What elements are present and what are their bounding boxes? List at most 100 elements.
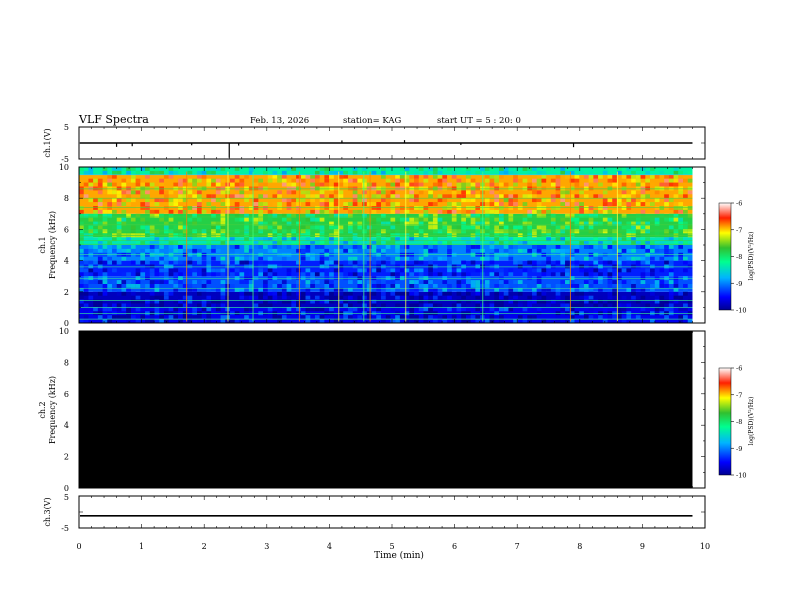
spectrogram-cell — [626, 233, 632, 238]
spectrogram-cell — [447, 186, 452, 191]
spectrogram-cell — [683, 225, 688, 230]
spectrogram-cell — [296, 268, 301, 273]
spectrogram-cell — [442, 315, 448, 320]
spectrogram-cell — [296, 178, 301, 183]
spectrogram-cell — [324, 241, 330, 245]
spectrogram-cell — [517, 225, 523, 230]
spectrogram-cell — [404, 174, 410, 179]
spectrogram-cell — [409, 264, 415, 269]
spectrogram-cell — [541, 178, 547, 183]
spectrogram-cell — [352, 178, 358, 183]
spectrogram-cell — [565, 237, 570, 242]
spectrogram-cell — [352, 264, 358, 269]
spectrogram-cell — [244, 245, 249, 249]
spectrogram-cell — [588, 295, 594, 300]
spectrogram-cell — [178, 299, 183, 304]
spectrogram-cell — [300, 198, 306, 203]
spectrogram-cell — [423, 319, 429, 323]
spectrogram-cell — [612, 311, 617, 316]
spectrogram-cell — [357, 307, 363, 312]
spectrogram-cell — [399, 237, 405, 242]
spectrogram-cell — [598, 213, 603, 218]
ch1-ytick-top: 5 — [64, 123, 69, 132]
spectrogram-cell — [588, 268, 594, 273]
spectrogram-cell — [508, 307, 514, 312]
spectrogram-cell — [220, 260, 226, 265]
spectrogram-cell — [83, 252, 89, 257]
spectrogram-cell — [116, 291, 122, 296]
spectrogram-cell — [314, 182, 320, 187]
spectrogram-cell — [456, 186, 462, 191]
spectrogram-cell — [621, 256, 627, 261]
spectrogram-cell — [319, 167, 325, 171]
spectrogram-cell — [79, 233, 84, 238]
spectrogram-cell — [159, 295, 164, 300]
spectrogram-cell — [395, 284, 400, 288]
spectrogram-cell — [244, 264, 249, 269]
spectrogram-cell — [258, 229, 264, 234]
spectrogram-cell — [244, 237, 249, 242]
spectrogram-cell — [145, 167, 150, 171]
spectrogram-cell — [574, 202, 580, 206]
spectrogram-cell — [654, 198, 660, 203]
spectrogram-cell — [432, 202, 438, 206]
spectrogram-cell — [470, 202, 476, 206]
spectrogram-cell — [206, 268, 212, 273]
spectrogram-cell — [546, 252, 551, 257]
spectrogram-cell — [329, 260, 334, 265]
spectrogram-cell — [220, 295, 226, 300]
spectrogram-cell — [432, 291, 438, 296]
spectrogram-cell — [565, 248, 570, 253]
spectrogram-cell — [451, 209, 457, 214]
spectrogram-cell — [565, 311, 570, 316]
spectrogram-cell — [258, 186, 264, 191]
spectrogram-cell — [187, 217, 193, 222]
spectrogram-cell — [640, 182, 646, 187]
spectrogram-cell — [409, 280, 415, 284]
spectrogram-cell — [541, 260, 547, 265]
spectrogram-cell — [499, 291, 504, 296]
spectrogram-cell — [451, 272, 457, 277]
spectrogram-cell — [428, 186, 433, 191]
spectrogram-cell — [201, 174, 207, 179]
spectrogram-cell — [140, 190, 146, 195]
spectrogram-cell — [168, 264, 174, 269]
spectrogram-cell — [513, 307, 518, 312]
spectrogram-cell — [418, 190, 424, 195]
spectrogram-cell — [329, 186, 334, 191]
spectrogram-cell — [414, 233, 419, 238]
spectrogram-cell — [555, 237, 561, 242]
spectrogram-cell — [149, 311, 155, 316]
spectrogram-cell — [470, 198, 476, 203]
spectrogram-cell — [112, 170, 117, 175]
spectrogram-cell — [140, 194, 146, 199]
spectrogram-cell — [414, 311, 419, 316]
spectrogram-cell — [654, 311, 660, 316]
spectrogram-cell — [508, 198, 514, 203]
spectrogram-cell — [513, 319, 518, 323]
spectrogram-cell — [220, 213, 226, 218]
spectrogram-cell — [631, 237, 636, 242]
spectrogram-cell — [333, 260, 339, 265]
spectrogram-cell — [432, 287, 438, 292]
spectrogram-cell — [484, 178, 490, 183]
spectrogram-cell — [352, 209, 358, 214]
spectrogram-cell — [404, 264, 410, 269]
spectrogram-cell — [432, 225, 438, 230]
spectrogram-cell — [560, 237, 566, 242]
spectrogram-cell — [395, 237, 400, 242]
spectrogram-cell — [385, 170, 391, 175]
spectrogram-cell — [437, 217, 443, 222]
spectrogram-cell — [541, 174, 547, 179]
spectrogram-cell — [612, 178, 617, 183]
spectrogram-cell — [244, 229, 249, 234]
spectrogram-cell — [418, 260, 424, 265]
spectrogram-cell — [621, 190, 627, 195]
spectrogram-cell — [305, 229, 311, 234]
spectrogram-cell — [588, 170, 594, 175]
spectrogram-cell — [626, 256, 632, 261]
spectrogram-cell — [88, 186, 94, 191]
spectrogram-cell — [484, 284, 490, 288]
spectrogram-cell — [503, 233, 509, 238]
spectrogram-cell — [659, 170, 665, 175]
